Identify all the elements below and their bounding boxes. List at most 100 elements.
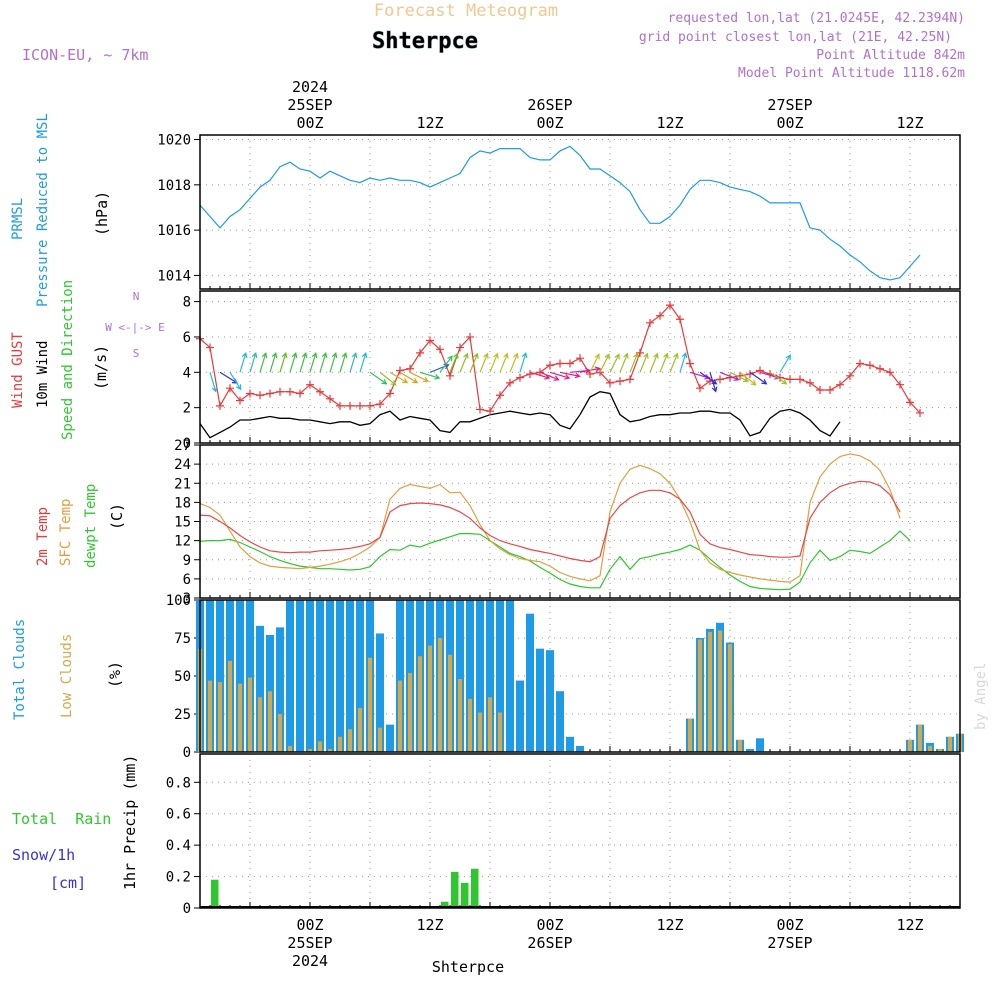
gust-marker <box>546 361 554 370</box>
temp-label-3: dewpt Temp <box>83 484 99 568</box>
gust-marker <box>576 354 584 363</box>
y-tick-label: 1016 <box>157 223 191 239</box>
low-cloud-bar <box>708 631 712 752</box>
wind-arrow <box>309 351 318 373</box>
low-cloud-bar <box>378 727 382 752</box>
gust-marker <box>866 361 874 370</box>
gust-marker <box>286 387 294 396</box>
wind-arrow <box>479 352 489 373</box>
wind-arrow <box>409 371 430 383</box>
low-cloud-bar <box>738 739 742 752</box>
compass-s: S <box>133 347 140 360</box>
wind-arrow <box>669 352 679 373</box>
precip-unit: 1hr Precip (mm) <box>121 755 139 890</box>
rain-bar <box>441 901 449 908</box>
low-cloud-bar <box>448 654 452 752</box>
wind-arrow <box>729 371 750 383</box>
total-cloud-bar <box>396 600 404 752</box>
clouds-frame <box>199 599 961 753</box>
low-cloud-bar <box>938 748 942 752</box>
top-time-label: 12Z <box>416 114 443 132</box>
wind-frame <box>199 290 961 444</box>
bottom-time-label: 12Z <box>896 916 923 934</box>
wind-arrow <box>329 351 338 373</box>
wind-label-3: Speed and Direction <box>60 280 76 440</box>
y-tick-label: 6 <box>183 330 191 346</box>
total-cloud-bar <box>756 738 764 752</box>
wind-arrow <box>719 371 740 381</box>
gust-marker <box>686 359 694 368</box>
total-cloud-bar <box>546 650 554 752</box>
wind-arrow <box>419 371 441 380</box>
top-time-label: 2024 <box>292 78 328 96</box>
gust-marker <box>826 385 834 394</box>
requested-coords: requested lon,lat (21.0245E, 42.2394N) <box>668 11 965 26</box>
gust-marker <box>256 391 264 400</box>
y-tick-label: 25 <box>174 707 191 723</box>
bottom-time-label: 12Z <box>656 916 683 934</box>
wind-arrow <box>299 351 308 373</box>
rain-bar <box>211 879 219 908</box>
gust-marker <box>806 378 814 387</box>
bottom-time-label: 00Z <box>536 916 563 934</box>
bottom-time-label: 00Z <box>776 916 803 934</box>
y-tick-label: 24 <box>174 457 191 473</box>
low-cloud-bar <box>728 644 732 752</box>
gust-marker <box>516 373 524 382</box>
total-cloud-bar <box>306 600 314 752</box>
low-cloud-bar <box>218 682 222 752</box>
temp-label-2: SFC Temp <box>58 499 74 566</box>
gust-marker <box>366 401 374 410</box>
gust-marker <box>406 364 414 373</box>
wind-arrow <box>219 371 239 384</box>
grid-coords: grid point closest lon,lat (21E, 42.25N) <box>639 30 952 45</box>
temp-panel-labels: 2m Temp SFC Temp dewpt Temp (C) <box>35 484 126 568</box>
compass-we: W <-|-> E <box>105 321 165 334</box>
pressure-panel: 1014 1016 1018 1020 <box>157 133 961 290</box>
total-cloud-bar <box>216 600 224 752</box>
wind-arrow <box>619 352 629 373</box>
gust-marker <box>606 378 614 387</box>
pressure-label-1: PRMSL <box>10 198 26 240</box>
y-tick-label: 4 <box>183 365 191 381</box>
clouds-panel-labels: Total Clouds Low Clouds (%) <box>12 619 124 720</box>
pressure-panel-labels: PRMSL Pressure Reduced to MSL (hPa) <box>10 113 111 307</box>
total-cloud-bar <box>246 600 254 752</box>
wind-arrow <box>579 366 601 373</box>
gust-marker <box>886 368 894 377</box>
wind-arrow <box>349 351 358 373</box>
bottom-time-label: 27SEP <box>767 934 812 952</box>
wind-arrow <box>449 352 459 373</box>
low-cloud-bar <box>948 736 952 752</box>
low-cloud-bar <box>338 736 342 752</box>
low-cloud-bar <box>368 657 372 752</box>
total-cloud-bar <box>386 724 394 752</box>
wind-arrow <box>369 371 388 385</box>
compass-n: N <box>133 290 140 303</box>
y-tick-label: 2 <box>183 401 191 417</box>
total-cloud-bar <box>746 748 754 752</box>
top-time-label: 00Z <box>536 114 563 132</box>
y-tick-label: 1020 <box>157 133 191 149</box>
wind-arrow <box>599 353 610 373</box>
wind-arrow <box>359 351 368 373</box>
y-tick-label: 0.2 <box>166 870 191 886</box>
gust-marker <box>436 345 444 354</box>
y-tick-label: 0 <box>183 436 191 452</box>
gust-marker <box>916 408 924 417</box>
wind-arrow <box>489 352 499 373</box>
top-time-label: 00Z <box>776 114 803 132</box>
y-tick-label: 6 <box>183 572 191 588</box>
top-time-label: 12Z <box>656 114 683 132</box>
gust-marker <box>226 384 234 393</box>
low-cloud-bar <box>208 680 212 752</box>
y-tick-label: 0.8 <box>166 775 191 791</box>
total-cloud-bar <box>336 600 344 752</box>
top-time-label: 00Z <box>296 114 323 132</box>
total-cloud-bar <box>256 625 264 752</box>
gust-marker <box>506 378 514 387</box>
gust-marker <box>696 384 704 393</box>
forecast-label: Forecast Meteogram <box>374 1 558 21</box>
low-cloud-bar <box>308 748 312 752</box>
